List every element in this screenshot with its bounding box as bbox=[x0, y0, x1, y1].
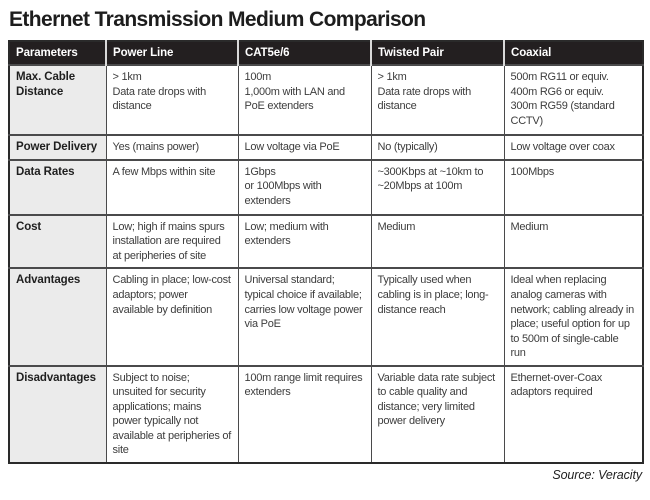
table-row-data-rates: Data Rates A few Mbps within site 1Gbps or… bbox=[8, 158, 644, 216]
table-body: Max. Cable Distance > 1km Data rate drops… bbox=[8, 64, 644, 464]
table-row-disadvantages: Disadvantages Subject to noise; unsuited … bbox=[8, 364, 644, 464]
row-label-power-delivery: Power Delivery bbox=[8, 134, 107, 161]
cell-max-cable-distance-twisted-pair: > 1km Data rate drops with distance bbox=[370, 64, 505, 136]
cell-advantages-coaxial: Ideal when replacing analog cameras with… bbox=[503, 267, 644, 367]
cell-data-rates-twisted-pair: ~300Kbps at ~10km to ~20Mbps at 100m bbox=[370, 158, 505, 216]
cell-max-cable-distance-coaxial: 500m RG11 or equiv. 400m RG6 or equiv. 3… bbox=[503, 64, 644, 136]
cell-disadvantages-coaxial: Ethernet-over-Coax adaptors required bbox=[503, 364, 644, 464]
page: Ethernet Transmission Medium Comparison … bbox=[8, 8, 644, 482]
cell-power-delivery-cat5e-6: Low voltage via PoE bbox=[237, 134, 372, 161]
cell-cost-power-line: Low; high if mains spurs installation ar… bbox=[105, 213, 239, 269]
cell-power-delivery-power-line: Yes (mains power) bbox=[105, 134, 239, 161]
cell-data-rates-power-line: A few Mbps within site bbox=[105, 158, 239, 216]
table-row-power-delivery: Power Delivery Yes (mains power) Low volta… bbox=[8, 134, 644, 161]
source-credit: Source: Veracity bbox=[552, 467, 642, 482]
cell-advantages-cat5e-6: Universal standard; typical choice if av… bbox=[237, 267, 372, 367]
cell-power-delivery-twisted-pair: No (typically) bbox=[370, 134, 505, 161]
cell-cost-twisted-pair: Medium bbox=[370, 213, 505, 269]
table-row-advantages: Advantages Cabling in place; low-cost ada… bbox=[8, 267, 644, 367]
cell-max-cable-distance-power-line: > 1km Data rate drops with distance bbox=[105, 64, 239, 136]
row-label-disadvantages: Disadvantages bbox=[8, 364, 107, 464]
header-row: Parameters Power Line CAT5e/6 Twisted Pair C… bbox=[9, 41, 643, 65]
page-title: Ethernet Transmission Medium Comparison bbox=[9, 8, 426, 31]
cell-disadvantages-twisted-pair: Variable data rate subject to cable qual… bbox=[370, 364, 505, 464]
row-label-advantages: Advantages bbox=[8, 267, 107, 367]
row-label-max-cable-distance: Max. Cable Distance bbox=[8, 64, 107, 136]
column-header-coaxial: Coaxial bbox=[503, 41, 643, 65]
cell-advantages-twisted-pair: Typically used when cabling is in place;… bbox=[370, 267, 505, 367]
cell-data-rates-coaxial: 100Mbps bbox=[503, 158, 644, 216]
table-row-cost: Cost Low; high if mains spurs installatio… bbox=[8, 213, 644, 269]
cell-disadvantages-power-line: Subject to noise; unsuited for security … bbox=[105, 364, 239, 464]
table-row-max-cable-distance: Max. Cable Distance > 1km Data rate drops… bbox=[8, 64, 644, 136]
column-header-cat5e-6: CAT5e/6 bbox=[237, 41, 371, 65]
cell-advantages-power-line: Cabling in place; low-cost adaptors; pow… bbox=[105, 267, 239, 367]
column-header-parameters: Parameters bbox=[9, 41, 106, 65]
cell-cost-cat5e-6: Low; medium with extenders bbox=[237, 213, 372, 269]
row-label-cost: Cost bbox=[8, 213, 107, 269]
cell-disadvantages-cat5e-6: 100m range limit requires extenders bbox=[237, 364, 372, 464]
cell-power-delivery-coaxial: Low voltage over coax bbox=[503, 134, 644, 161]
cell-max-cable-distance-cat5e-6: 100m 1,000m with LAN and PoE extenders bbox=[237, 64, 372, 136]
table-header: Parameters Power Line CAT5e/6 Twisted Pair C… bbox=[9, 41, 643, 65]
cell-data-rates-cat5e-6: 1Gbps or 100Mbps with extenders bbox=[237, 158, 372, 216]
column-header-twisted-pair: Twisted Pair bbox=[370, 41, 504, 65]
comparison-table: Parameters Power Line CAT5e/6 Twisted Pair C… bbox=[8, 40, 644, 464]
column-header-power-line: Power Line bbox=[105, 41, 238, 65]
row-label-data-rates: Data Rates bbox=[8, 158, 107, 216]
cell-cost-coaxial: Medium bbox=[503, 213, 644, 269]
